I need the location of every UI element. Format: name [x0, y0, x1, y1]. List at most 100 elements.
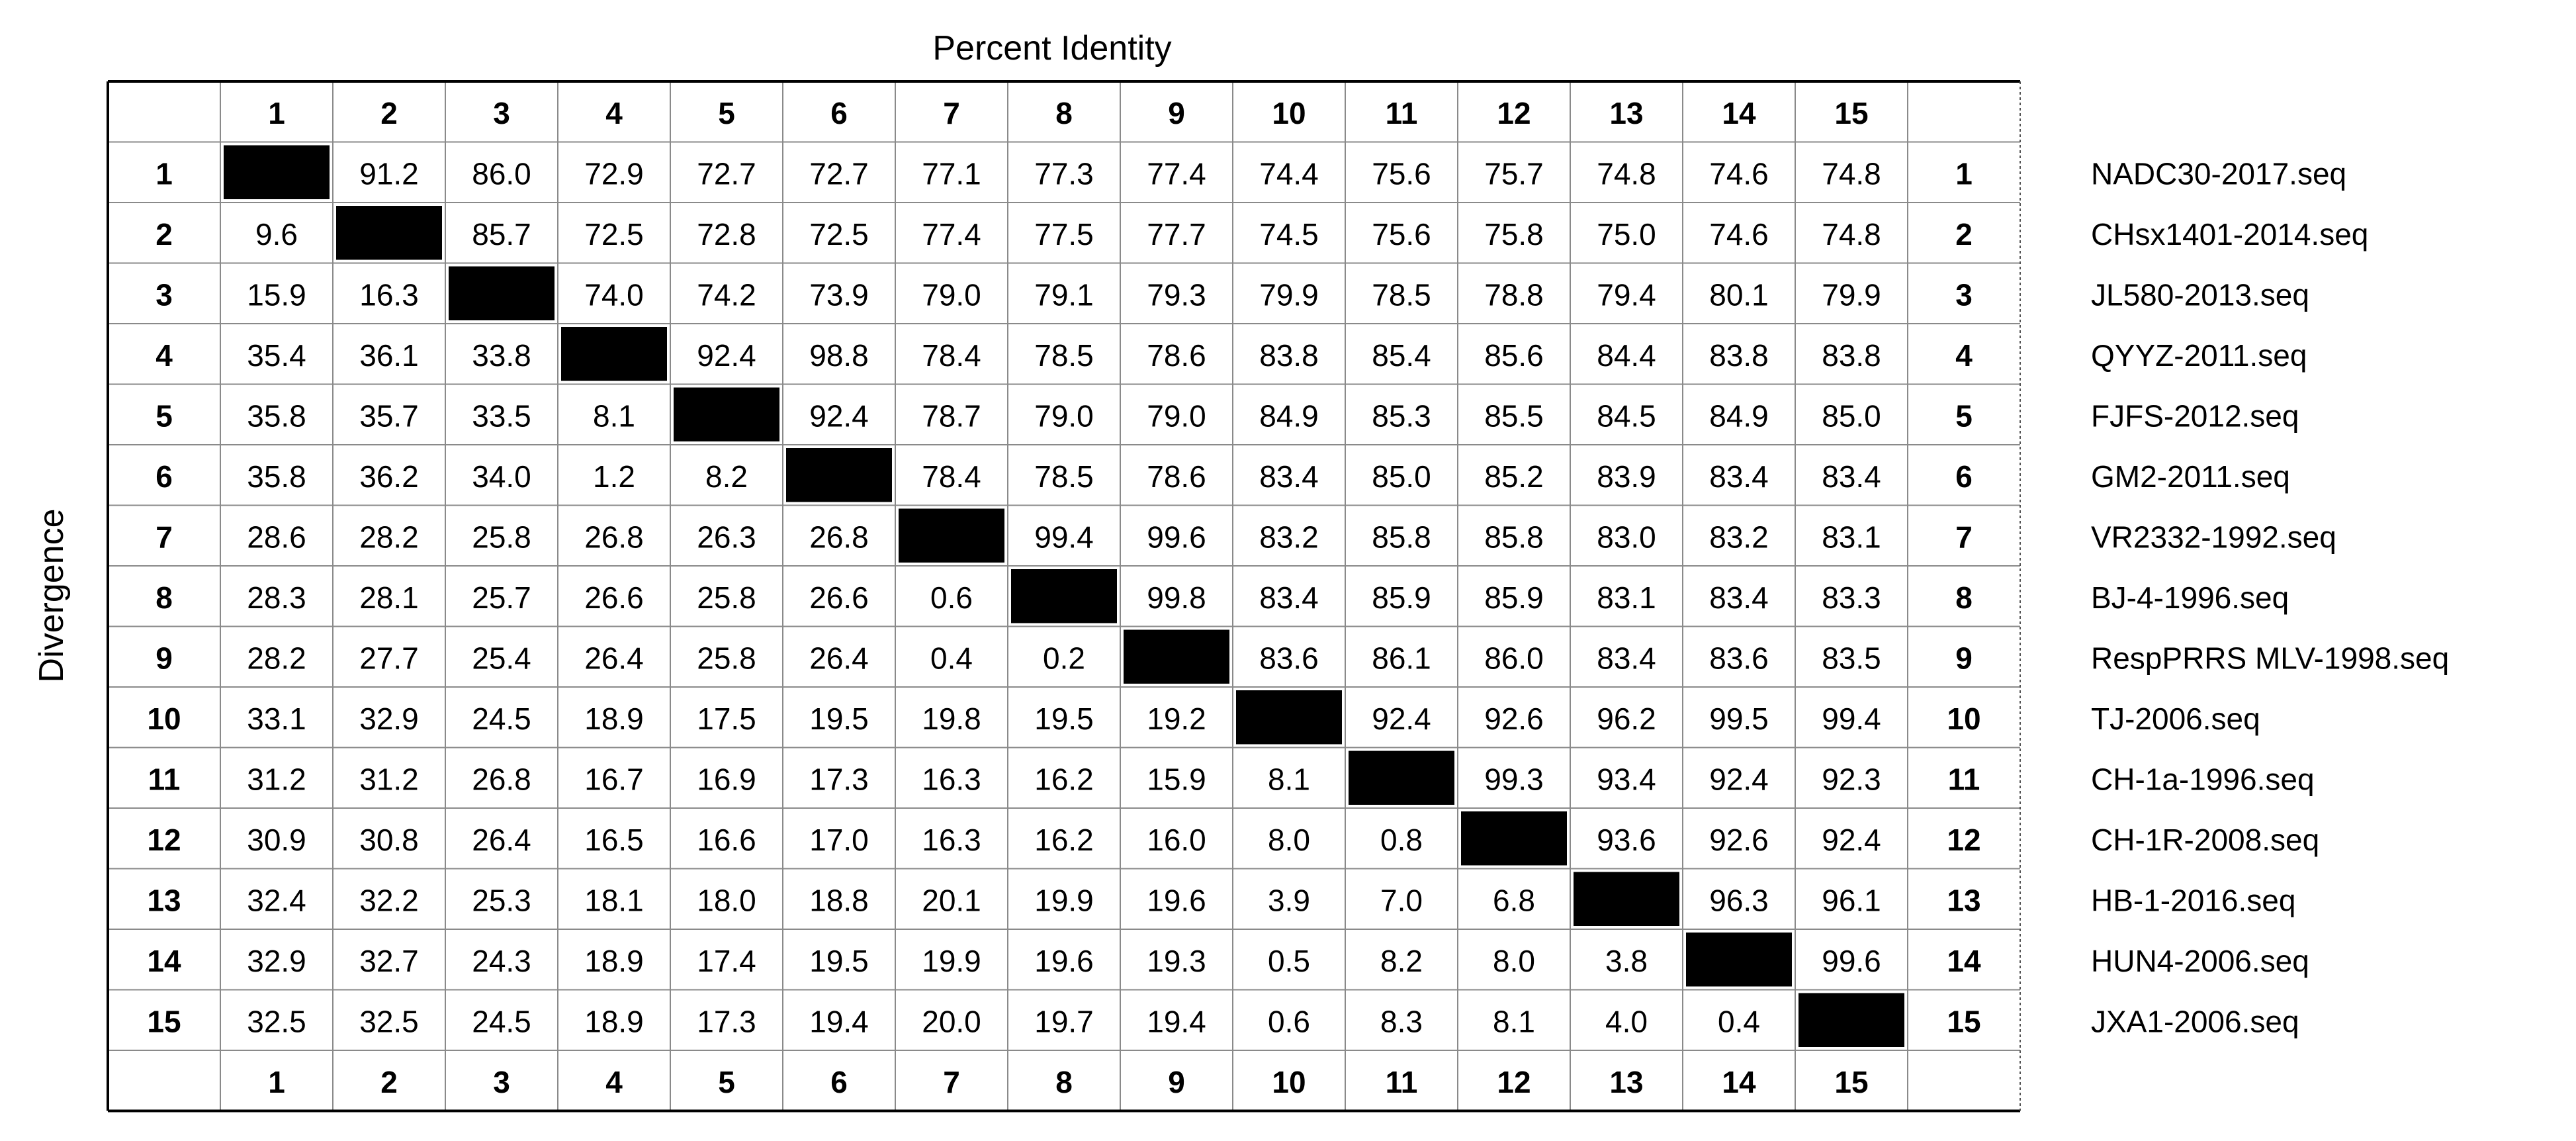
row-number-right: 8 — [1955, 580, 1973, 615]
divergence-value: 3.9 — [1268, 883, 1310, 917]
divergence-axis-label: Divergence — [32, 508, 71, 682]
row-number-left: 1 — [155, 156, 173, 191]
column-footer-number: 8 — [1055, 1065, 1073, 1099]
divergence-value: 0.5 — [1268, 944, 1310, 978]
divergence-value: 32.7 — [359, 944, 419, 978]
identity-value: 85.4 — [1372, 338, 1431, 373]
divergence-value: 8.2 — [1380, 944, 1423, 978]
identity-value: 74.6 — [1709, 217, 1769, 251]
identity-value: 75.6 — [1372, 217, 1431, 251]
divergence-value: 18.9 — [584, 944, 644, 978]
identity-value: 79.3 — [1147, 277, 1206, 312]
identity-value: 86.0 — [472, 156, 531, 191]
column-header-number: 3 — [493, 96, 510, 130]
identity-value: 85.8 — [1484, 520, 1544, 554]
row-number-left: 15 — [147, 1004, 181, 1038]
divergence-value: 32.2 — [359, 883, 419, 917]
divergence-value: 16.3 — [359, 277, 419, 312]
row-number-left: 13 — [147, 883, 181, 917]
divergence-value: 4.0 — [1605, 1004, 1648, 1038]
divergence-value: 15.9 — [1147, 762, 1206, 796]
divergence-value: 0.4 — [930, 641, 973, 675]
divergence-value: 28.3 — [247, 580, 306, 615]
sequence-name: VR2332-1992.seq — [2091, 520, 2336, 554]
identity-value: 78.4 — [922, 338, 981, 373]
divergence-value: 0.8 — [1380, 823, 1423, 857]
identity-value: 92.6 — [1709, 823, 1769, 857]
divergence-value: 7.0 — [1380, 883, 1423, 917]
diagonal-cell — [1574, 872, 1679, 926]
identity-value: 79.0 — [1147, 398, 1206, 433]
identity-value: 73.9 — [809, 277, 869, 312]
divergence-value: 6.8 — [1493, 883, 1535, 917]
divergence-value: 19.3 — [1147, 944, 1206, 978]
percent-identity-title: Percent Identity — [932, 29, 1171, 68]
identity-value: 79.9 — [1822, 277, 1881, 312]
sequence-name: TJ-2006.seq — [2091, 702, 2260, 736]
divergence-value: 34.0 — [472, 459, 531, 494]
identity-value: 78.7 — [922, 398, 981, 433]
identity-value: 83.6 — [1259, 641, 1319, 675]
divergence-value: 16.2 — [1034, 762, 1094, 796]
row-number-left: 3 — [155, 277, 173, 312]
row-number-left: 10 — [147, 702, 181, 736]
divergence-value: 32.4 — [247, 883, 306, 917]
identity-value: 99.5 — [1709, 702, 1769, 736]
identity-value: 74.4 — [1259, 156, 1319, 191]
identity-value: 75.6 — [1372, 156, 1431, 191]
divergence-value: 31.2 — [359, 762, 419, 796]
row-number-left: 9 — [155, 641, 173, 675]
divergence-value: 8.1 — [593, 398, 635, 433]
row-number-right: 11 — [1948, 762, 1980, 796]
identity-value: 84.4 — [1597, 338, 1656, 373]
divergence-value: 28.2 — [247, 641, 306, 675]
row-number-left: 11 — [148, 762, 181, 796]
column-header-number: 10 — [1272, 96, 1306, 130]
identity-value: 75.7 — [1484, 156, 1544, 191]
divergence-value: 28.2 — [359, 520, 419, 554]
divergence-value: 9.6 — [255, 217, 298, 251]
divergence-value: 28.1 — [359, 580, 419, 615]
diagonal-cell — [1461, 811, 1567, 866]
divergence-value: 17.0 — [809, 823, 869, 857]
column-header-number: 13 — [1609, 96, 1643, 130]
divergence-value: 0.6 — [930, 580, 973, 615]
divergence-value: 8.0 — [1268, 823, 1310, 857]
divergence-value: 19.4 — [809, 1004, 869, 1038]
identity-value: 80.1 — [1709, 277, 1769, 312]
row-number-left: 7 — [155, 520, 173, 554]
identity-value: 77.5 — [1034, 217, 1094, 251]
divergence-value: 30.9 — [247, 823, 306, 857]
divergence-value: 19.9 — [1034, 883, 1094, 917]
divergence-value: 15.9 — [247, 277, 306, 312]
identity-value: 74.0 — [584, 277, 644, 312]
divergence-value: 26.6 — [584, 580, 644, 615]
divergence-value: 33.1 — [247, 702, 306, 736]
column-footer-number: 6 — [830, 1065, 848, 1099]
divergence-value: 17.4 — [697, 944, 756, 978]
divergence-value: 16.2 — [1034, 823, 1094, 857]
identity-value: 74.8 — [1597, 156, 1656, 191]
divergence-value: 24.5 — [472, 1004, 531, 1038]
divergence-value: 18.0 — [697, 883, 756, 917]
sequence-name: RespPRRS MLV-1998.seq — [2091, 641, 2449, 675]
identity-value: 83.8 — [1259, 338, 1319, 373]
identity-value: 83.2 — [1259, 520, 1319, 554]
divergence-value: 16.9 — [697, 762, 756, 796]
divergence-value: 16.3 — [922, 823, 981, 857]
diagonal-cell — [1799, 993, 1904, 1047]
identity-value: 83.1 — [1822, 520, 1881, 554]
divergence-value: 28.6 — [247, 520, 306, 554]
identity-value: 85.7 — [472, 217, 531, 251]
identity-value: 85.6 — [1484, 338, 1544, 373]
row-number-right: 3 — [1955, 277, 1973, 312]
row-number-left: 8 — [155, 580, 173, 615]
row-number-right: 4 — [1955, 338, 1973, 373]
divergence-value: 26.6 — [809, 580, 869, 615]
divergence-value: 0.2 — [1043, 641, 1085, 675]
identity-value: 78.6 — [1147, 459, 1206, 494]
column-footer-number: 7 — [943, 1065, 960, 1099]
column-footer-number: 12 — [1497, 1065, 1531, 1099]
identity-value: 72.5 — [584, 217, 644, 251]
